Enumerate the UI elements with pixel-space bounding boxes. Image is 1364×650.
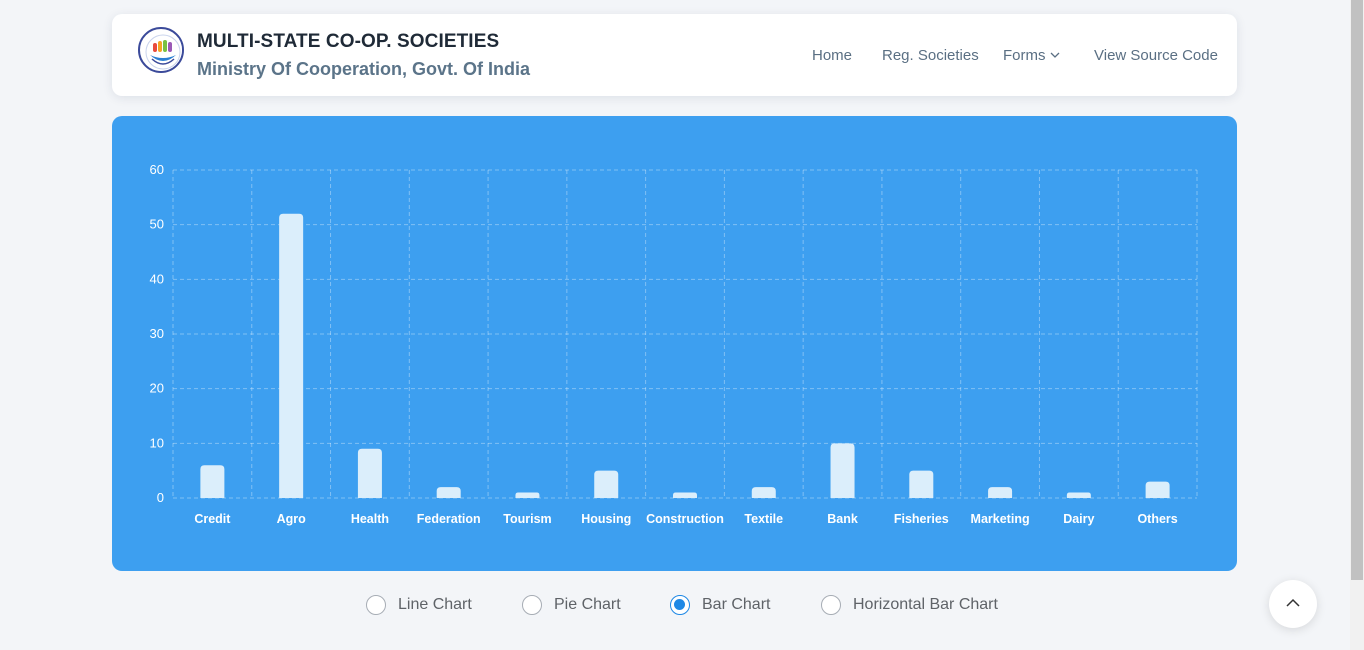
- x-tick-label: Fisheries: [894, 512, 949, 526]
- x-tick-label: Health: [351, 512, 389, 526]
- x-tick-label: Marketing: [971, 512, 1030, 526]
- bar-chart: 0 10 20 30 40 50 60 Credit Agro Health Federation T…: [150, 162, 1198, 526]
- chart-card: 0 10 20 30 40 50 60 Credit Agro Health Federation T…: [112, 116, 1237, 571]
- y-tick-label: 30: [150, 326, 164, 341]
- x-tick-label: Agro: [277, 512, 307, 526]
- horizontal-bar-chart-label[interactable]: Horizontal Bar Chart: [853, 596, 998, 613]
- x-tick-label: Textile: [744, 512, 783, 526]
- nav-reg-societies-link[interactable]: Reg. Societies: [882, 47, 979, 64]
- main-nav: Home Reg. Societies Forms View Source Co…: [112, 47, 1237, 67]
- horizontal-bar-chart-radio[interactable]: [821, 595, 841, 615]
- bar-construction[interactable]: [673, 492, 697, 498]
- line-chart-radio[interactable]: [366, 595, 386, 615]
- page-scrollbar[interactable]: [1350, 0, 1364, 650]
- bar-chart-radio[interactable]: [670, 595, 690, 615]
- y-tick-label: 0: [157, 490, 164, 505]
- y-tick-label: 60: [150, 162, 164, 177]
- y-tick-label: 50: [150, 217, 164, 232]
- nav-home-link[interactable]: Home: [812, 47, 853, 64]
- y-tick-label: 40: [150, 271, 164, 286]
- line-chart-label[interactable]: Line Chart: [398, 596, 472, 613]
- scrollbar-thumb[interactable]: [1351, 0, 1363, 580]
- x-tick-label: Construction: [646, 512, 724, 526]
- pie-chart-radio[interactable]: [522, 595, 542, 615]
- cooperative-logo[interactable]: [138, 27, 184, 73]
- bar-marketing[interactable]: [988, 487, 1013, 498]
- x-tick-label: Credit: [194, 512, 231, 526]
- nav-forms-dropdown[interactable]: Forms: [1003, 47, 1060, 64]
- site-header: MULTI-STATE CO-OP. SOCIETIES Ministry Of…: [112, 14, 1237, 96]
- x-tick-label: Housing: [581, 512, 631, 526]
- chevron-down-icon: [1050, 52, 1059, 58]
- nav-view-source-link[interactable]: View Source Code: [1094, 47, 1218, 64]
- scroll-to-top-button[interactable]: [1269, 580, 1317, 628]
- x-tick-label: Federation: [417, 512, 481, 526]
- bar-tourism[interactable]: [515, 492, 540, 498]
- bar-agro[interactable]: [279, 213, 304, 498]
- bar-bank[interactable]: [830, 443, 855, 498]
- x-tick-label: Bank: [827, 512, 858, 526]
- pie-chart-label[interactable]: Pie Chart: [554, 596, 621, 613]
- bar-dairy[interactable]: [1066, 492, 1091, 498]
- bar-textile[interactable]: [751, 487, 776, 498]
- bar-others[interactable]: [1145, 481, 1170, 498]
- site-title[interactable]: MULTI-STATE CO-OP. SOCIETIES: [197, 31, 500, 52]
- x-tick-label: Dairy: [1063, 512, 1094, 526]
- bar-housing[interactable]: [594, 470, 619, 498]
- y-tick-label: 10: [150, 435, 164, 450]
- chart-type-selector: Line Chart Pie Chart Bar Chart Horizonta…: [0, 594, 1364, 618]
- bar-credit[interactable]: [200, 465, 225, 498]
- chevron-up-icon: [1286, 598, 1300, 607]
- y-tick-label: 20: [150, 381, 164, 396]
- site-subtitle: Ministry Of Cooperation, Govt. Of India: [197, 59, 531, 79]
- bar-fisheries[interactable]: [909, 470, 934, 498]
- x-tick-label: Tourism: [503, 512, 551, 526]
- bar-chart-label[interactable]: Bar Chart: [702, 596, 771, 613]
- bar-health[interactable]: [357, 448, 382, 498]
- bar-federation[interactable]: [436, 487, 461, 498]
- nav-forms-label: Forms: [1003, 47, 1046, 64]
- x-tick-label: Others: [1137, 512, 1177, 526]
